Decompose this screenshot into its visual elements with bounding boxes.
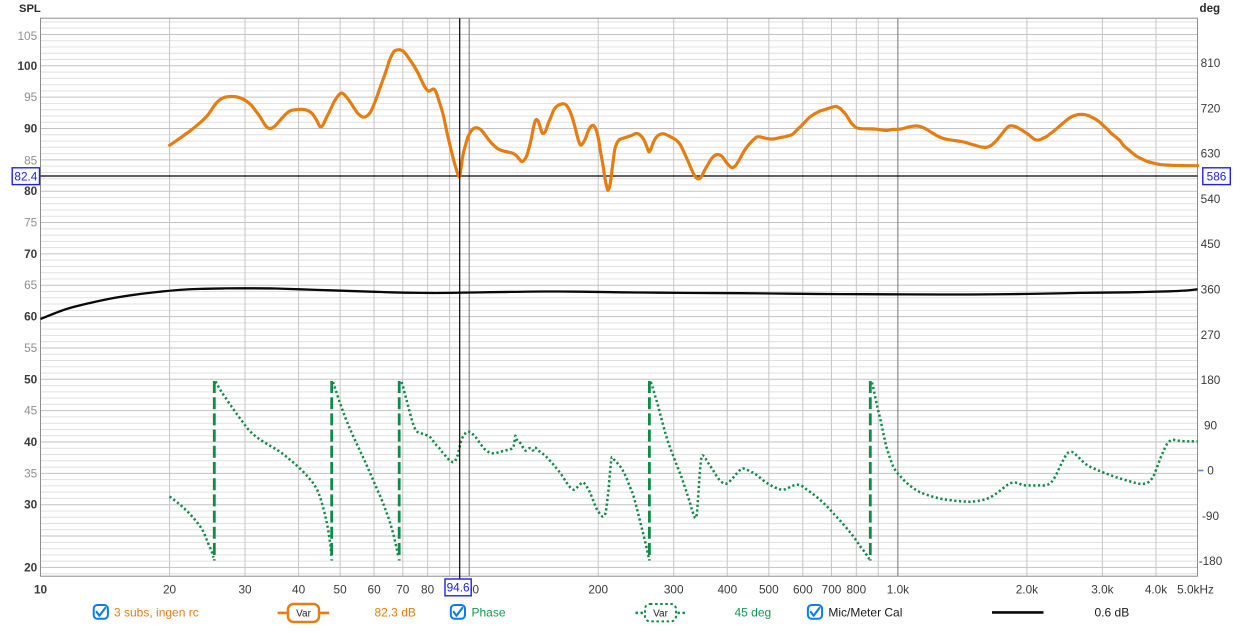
svg-text:630: 630 (1201, 147, 1221, 161)
svg-text:20: 20 (24, 561, 38, 575)
svg-text:30: 30 (24, 498, 38, 512)
svg-text:82.3 dB: 82.3 dB (375, 606, 416, 620)
svg-text:400: 400 (717, 582, 737, 596)
svg-text:70: 70 (396, 582, 410, 596)
svg-text:Var: Var (653, 608, 668, 619)
svg-text:30: 30 (238, 582, 252, 596)
svg-text:270: 270 (1201, 328, 1221, 342)
svg-text:450: 450 (1201, 237, 1221, 251)
svg-text:35: 35 (24, 466, 38, 480)
svg-text:deg: deg (1200, 2, 1221, 15)
svg-text:60: 60 (368, 582, 382, 596)
svg-text:55: 55 (24, 341, 38, 355)
svg-text:70: 70 (24, 247, 38, 261)
svg-text:-180: -180 (1199, 554, 1223, 568)
svg-text:-90: -90 (1202, 509, 1219, 523)
svg-text:45 deg: 45 deg (735, 606, 772, 620)
svg-text:100: 100 (18, 59, 38, 73)
svg-text:810: 810 (1201, 56, 1221, 70)
svg-text:10: 10 (34, 582, 48, 596)
svg-text:500: 500 (759, 582, 779, 596)
svg-text:94.6: 94.6 (447, 581, 470, 595)
svg-text:85: 85 (24, 153, 38, 167)
svg-text:80: 80 (421, 582, 435, 596)
svg-text:65: 65 (24, 278, 38, 292)
svg-text:90: 90 (24, 122, 38, 136)
svg-text:540: 540 (1201, 192, 1221, 206)
svg-text:586: 586 (1207, 169, 1227, 183)
svg-text:95: 95 (24, 90, 38, 104)
svg-text:50: 50 (24, 372, 38, 386)
svg-text:45: 45 (24, 404, 38, 418)
svg-text:60: 60 (24, 310, 38, 324)
svg-text:800: 800 (846, 582, 866, 596)
svg-text:75: 75 (24, 216, 38, 230)
svg-text:300: 300 (664, 582, 684, 596)
svg-text:Mic/Meter Cal: Mic/Meter Cal (828, 606, 902, 620)
svg-text:720: 720 (1201, 101, 1221, 115)
svg-text:40: 40 (292, 582, 306, 596)
svg-text:600: 600 (793, 582, 813, 596)
svg-text:Var: Var (296, 608, 311, 619)
svg-text:80: 80 (24, 184, 38, 198)
svg-text:82.4: 82.4 (14, 169, 37, 183)
svg-text:50: 50 (334, 582, 348, 596)
svg-text:360: 360 (1201, 283, 1221, 297)
svg-text:700: 700 (822, 582, 842, 596)
svg-text:0.6 dB: 0.6 dB (1095, 606, 1130, 620)
svg-text:20: 20 (163, 582, 177, 596)
svg-text:5.0kHz: 5.0kHz (1177, 582, 1214, 596)
svg-text:1.0k: 1.0k (887, 582, 909, 596)
svg-text:2.0k: 2.0k (1016, 582, 1038, 596)
svg-text:SPL: SPL (19, 3, 41, 15)
svg-text:200: 200 (588, 582, 608, 596)
svg-text:3 subs, ingen rc: 3 subs, ingen rc (114, 606, 199, 620)
svg-text:105: 105 (18, 29, 38, 43)
svg-text:180: 180 (1201, 373, 1221, 387)
svg-text:4.0k: 4.0k (1145, 582, 1167, 596)
svg-text:3.0k: 3.0k (1091, 582, 1113, 596)
svg-text:40: 40 (24, 435, 38, 449)
svg-text:0: 0 (1207, 464, 1214, 478)
svg-text:90: 90 (1204, 418, 1218, 432)
svg-text:Phase: Phase (472, 606, 506, 620)
